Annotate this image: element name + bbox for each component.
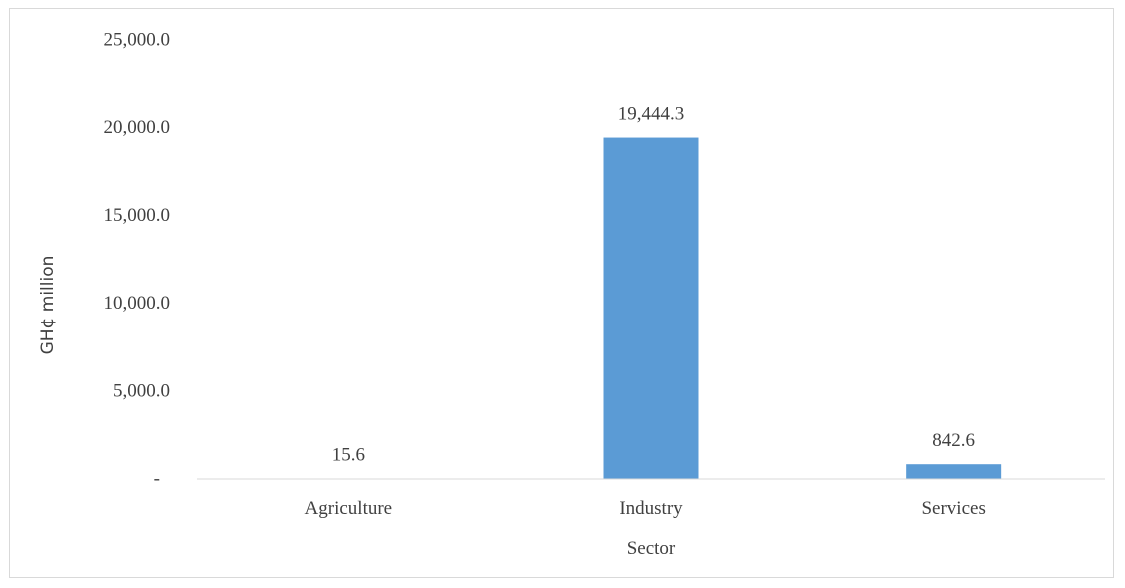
data-label: 15.6: [332, 445, 365, 466]
y-tick-label: 10,000.0: [104, 293, 171, 314]
y-tick-label: 25,000.0: [104, 29, 171, 50]
y-axis-ticks: - 5,000.0 10,000.0 15,000.0 20,000.0 25,000.0: [104, 29, 171, 489]
data-label: 842.6: [932, 430, 975, 451]
chart-frame: [9, 8, 1114, 578]
y-tick-label: 5,000.0: [113, 381, 170, 402]
bar-series: [300, 137, 1002, 479]
x-tick-label: Industry: [619, 498, 683, 519]
data-label: 19,444.3: [618, 104, 685, 125]
y-tick-label: 20,000.0: [104, 117, 171, 138]
x-tick-label: Agriculture: [305, 498, 393, 519]
bar-services: [906, 464, 1002, 479]
data-labels: 15.6 19,444.3 842.6: [332, 104, 975, 466]
bar-industry: [603, 137, 699, 479]
x-axis-ticks: Agriculture Industry Services: [305, 498, 986, 519]
y-tick-label: -: [154, 468, 160, 489]
y-axis-title: GH¢ million: [38, 256, 58, 355]
x-axis-title: Sector: [627, 538, 676, 559]
y-tick-label: 15,000.0: [104, 205, 171, 226]
x-tick-label: Services: [921, 498, 985, 519]
